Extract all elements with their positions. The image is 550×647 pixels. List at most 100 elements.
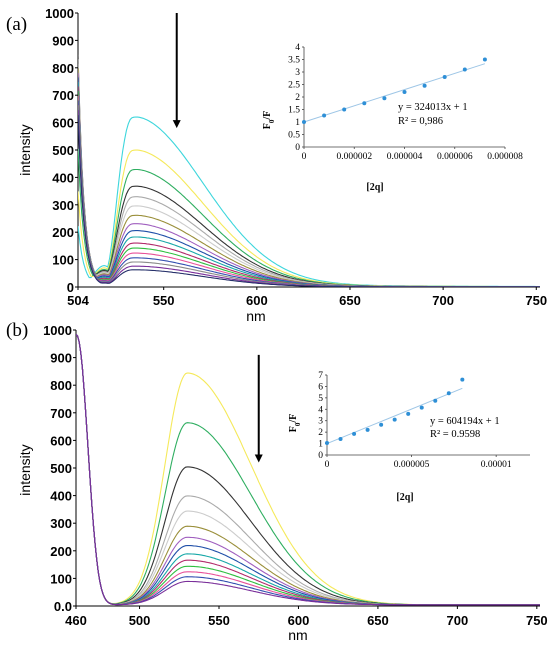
inset-y-title-main: F bbox=[262, 123, 273, 129]
y-tick-label: 0.0 bbox=[54, 599, 72, 614]
inset-data-point bbox=[382, 96, 387, 101]
y-tick-label: 100 bbox=[52, 253, 74, 268]
inset-fit-line bbox=[326, 387, 463, 445]
inset-y-tick-label: 7 bbox=[318, 371, 323, 381]
x-tick-label: 550 bbox=[208, 613, 230, 628]
panel-label: (a) bbox=[6, 14, 27, 35]
x-tick-label: 504 bbox=[67, 293, 89, 308]
inset-y-tick-label: 4 bbox=[295, 43, 300, 53]
inset-r-squared: R² = 0,986 bbox=[398, 116, 443, 127]
inset-y-tick-label: 2 bbox=[318, 428, 323, 438]
x-tick-label: 600 bbox=[246, 293, 268, 308]
y-tick-label: 900 bbox=[50, 351, 72, 366]
y-tick-label: 300 bbox=[52, 198, 74, 213]
inset-y-tick-label: 3 bbox=[295, 68, 300, 78]
x-tick-label: 650 bbox=[339, 293, 361, 308]
inset-y-title-sub: 0 bbox=[294, 422, 302, 426]
inset-y-tick-label: 1 bbox=[318, 440, 323, 450]
inset-data-point bbox=[446, 391, 451, 396]
inset-chart: 0 0.5 1 1.5 2 2.5 3 3.5 4 0 0.000002 0.000004 0.0000… bbox=[262, 43, 523, 193]
inset-x-axis-title: [2q] bbox=[396, 492, 413, 503]
inset-y-tick-label: 5 bbox=[318, 394, 323, 404]
panel-label: (b) bbox=[6, 320, 28, 341]
inset-data-point bbox=[325, 441, 329, 445]
inset-data-point bbox=[352, 431, 357, 436]
inset-x-tick-label: 0.000006 bbox=[437, 152, 473, 162]
inset-data-point bbox=[302, 120, 306, 124]
inset-y-title-rest: /F bbox=[262, 111, 273, 121]
inset-data-point bbox=[422, 83, 427, 88]
x-tick-label: 460 bbox=[65, 613, 87, 628]
x-tick-label: 600 bbox=[288, 613, 310, 628]
x-axis-title: nm bbox=[288, 627, 307, 643]
x-tick-label: 650 bbox=[367, 613, 389, 628]
inset-x-tick-label: 0.000005 bbox=[394, 460, 430, 470]
inset-data-point bbox=[462, 67, 467, 72]
x-tick-label: 750 bbox=[525, 293, 547, 308]
inset-data-point bbox=[482, 57, 487, 62]
inset-data-point bbox=[342, 107, 347, 112]
inset-y-tick-label: 4 bbox=[318, 405, 323, 415]
x-tick-label: 700 bbox=[432, 293, 454, 308]
series-line-17 bbox=[78, 115, 540, 287]
x-tick-label: 550 bbox=[153, 293, 175, 308]
inset-x-tick-label: 0.00001 bbox=[481, 460, 512, 470]
inset-y-tick-label: 3 bbox=[318, 417, 323, 427]
y-tick-label: 400 bbox=[52, 170, 74, 185]
inset-y-title-main: F bbox=[288, 426, 299, 432]
inset-y-axis-title: F0/F bbox=[288, 414, 302, 433]
inset-data-point bbox=[379, 422, 384, 427]
inset-data-point bbox=[419, 405, 424, 410]
inset-y-tick-label: 0.5 bbox=[288, 131, 300, 141]
y-tick-label: 500 bbox=[50, 461, 72, 476]
y-tick-label: 200 bbox=[52, 225, 74, 240]
inset-data-point bbox=[433, 398, 438, 403]
arrow-head bbox=[172, 120, 181, 129]
inset-r-squared: R² = 0.9598 bbox=[430, 429, 480, 440]
inset-x-tick-label: 0 bbox=[302, 152, 307, 162]
y-tick-label: 600 bbox=[50, 433, 72, 448]
y-axis-title: intensity bbox=[17, 444, 33, 495]
inset-y-tick-label: 0 bbox=[318, 451, 323, 461]
y-tick-label: 600 bbox=[52, 116, 74, 131]
inset-x-tick-label: 0.000002 bbox=[336, 152, 372, 162]
inset-y-tick-label: 2 bbox=[295, 93, 300, 103]
inset-data-point bbox=[442, 75, 447, 79]
series-group bbox=[78, 54, 540, 287]
inset-x-tick-label: 0.000004 bbox=[387, 152, 423, 162]
inset-data-point bbox=[365, 427, 370, 432]
series-line-14 bbox=[76, 334, 540, 606]
y-tick-label: 1000 bbox=[45, 6, 74, 21]
inset-y-tick-label: 6 bbox=[318, 382, 323, 392]
y-tick-label: 300 bbox=[50, 516, 72, 531]
inset-x-axis-title: [2q] bbox=[366, 182, 383, 193]
inset-data-point bbox=[392, 417, 397, 422]
inset-data-point bbox=[362, 101, 367, 106]
y-tick-label: 1000 bbox=[43, 323, 72, 338]
inset-data-point bbox=[322, 113, 327, 118]
inset-y-title-rest: /F bbox=[288, 414, 299, 424]
inset-y-tick-label: 1 bbox=[295, 118, 300, 128]
y-tick-label: 700 bbox=[52, 88, 74, 103]
inset-data-point bbox=[402, 90, 407, 94]
y-tick-label: 100 bbox=[50, 571, 72, 586]
inset-x-tick-label: 0 bbox=[325, 460, 330, 470]
inset-y-tick-label: 1.5 bbox=[288, 106, 300, 116]
y-tick-label: 200 bbox=[50, 544, 72, 559]
inset-equation: y = 604194x + 1 bbox=[430, 416, 500, 427]
x-tick-label: 500 bbox=[129, 613, 151, 628]
inset-fit-line bbox=[303, 63, 486, 123]
y-tick-label: 0 bbox=[67, 280, 74, 295]
y-tick-label: 800 bbox=[50, 378, 72, 393]
y-tick-label: 400 bbox=[50, 489, 72, 504]
inset-y-tick-label: 3.5 bbox=[288, 56, 300, 66]
inset-equation: y = 324013x + 1 bbox=[398, 102, 468, 113]
x-tick-label: 750 bbox=[526, 613, 548, 628]
inset-data-point bbox=[338, 437, 343, 441]
inset-y-title-sub: 0 bbox=[268, 119, 276, 123]
inset-y-tick-label: 0 bbox=[295, 143, 300, 153]
